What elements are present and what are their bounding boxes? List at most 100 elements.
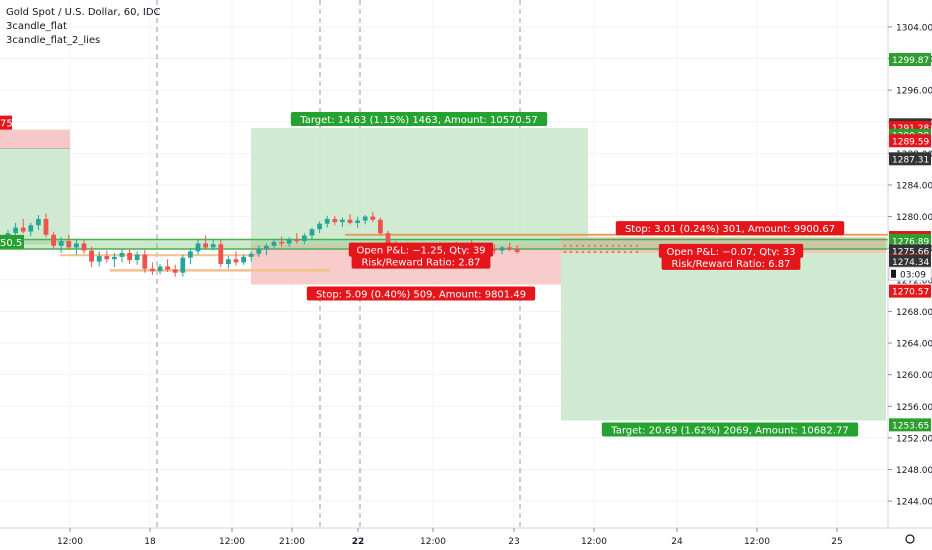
prev-stop-zone — [0, 129, 70, 149]
dot-marker — [605, 244, 609, 248]
candle-body — [279, 241, 284, 244]
dot-marker — [587, 250, 591, 254]
y-tick-label: 1248.00 — [896, 466, 932, 476]
candle-body — [362, 216, 368, 221]
dot-marker — [635, 250, 639, 254]
candle-body — [66, 241, 72, 248]
dot-marker — [575, 244, 579, 248]
x-tick-label: 22 — [352, 537, 365, 547]
dot-marker — [605, 250, 609, 254]
candle-body — [20, 227, 26, 232]
y-tick-label: 1252.00 — [896, 434, 932, 444]
long-pnl-label-bg — [348, 242, 494, 257]
price-marker-bg — [889, 152, 931, 166]
candle-body — [119, 252, 125, 257]
candle-body — [36, 218, 41, 226]
y-tick-label: 1284.00 — [896, 181, 932, 191]
candle-body — [150, 268, 155, 272]
candle-body — [134, 254, 140, 261]
symbol-title[interactable]: Gold Spot / U.S. Dollar, 60, IDC — [6, 7, 161, 18]
candle-body — [112, 256, 117, 260]
candle-body — [188, 251, 193, 258]
short-pnl-label: Open P&L: −0.07, Qty: 33 — [666, 247, 795, 258]
dot-marker — [617, 250, 621, 254]
dot-marker — [569, 244, 573, 248]
price-marker-bg — [889, 53, 931, 67]
long-stop-label: Stop: 5.09 (0.40%) 509, Amount: 9801.49 — [316, 290, 526, 301]
candle-body — [340, 219, 345, 223]
candle-body — [248, 253, 254, 257]
x-tick-label: 18 — [144, 537, 156, 547]
candle-body — [332, 218, 338, 223]
price-marker: 1289.59 — [892, 137, 929, 147]
candle-body — [96, 256, 102, 262]
candle-body — [233, 259, 239, 263]
candle-body — [355, 220, 360, 223]
short-stop-label: Stop: 3.01 (0.24%) 301, Amount: 9900.67 — [625, 224, 835, 235]
y-tick-label: 1244.00 — [896, 498, 932, 508]
chart-legend: Gold Spot / U.S. Dollar, 60, IDC 3candle… — [6, 6, 161, 48]
price-marker-bg — [889, 284, 931, 298]
countdown-bg — [888, 266, 932, 281]
price-marker: 1299.87 — [892, 56, 929, 66]
short-stop-label-bg — [615, 221, 845, 236]
indicator-label[interactable]: 3candle_flat — [6, 21, 67, 32]
candle-body — [286, 239, 292, 244]
y-tick-label: 1268.00 — [896, 308, 932, 318]
dot-marker — [599, 250, 603, 254]
x-tick-label: 24 — [671, 537, 683, 547]
prev-stop-tag: 75 — [0, 119, 13, 130]
dot-marker — [569, 250, 573, 254]
x-tick-label: 12:00 — [581, 537, 607, 547]
y-tick-label: 1296.00 — [896, 87, 932, 97]
x-tick-label: 12:00 — [744, 537, 770, 547]
dot-marker — [617, 244, 621, 248]
dot-marker — [575, 250, 579, 254]
candle-body — [271, 241, 277, 246]
candle-body — [294, 239, 300, 242]
candle-body — [514, 248, 520, 253]
dot-marker — [599, 244, 603, 248]
candle-body — [180, 257, 186, 273]
y-tick-label: 1304.00 — [896, 23, 932, 33]
short-rr-label-bg — [661, 255, 801, 270]
time-axis[interactable] — [0, 528, 932, 550]
candle-body — [142, 254, 148, 269]
y-tick-label: 1256.00 — [896, 403, 932, 413]
candle-body — [13, 227, 18, 234]
x-tick-label: 25 — [831, 537, 842, 547]
dot-marker — [593, 250, 597, 254]
countdown-icon — [891, 269, 896, 278]
indicator-label[interactable]: 3candle_flat_2_lies — [6, 35, 101, 46]
short-target-label-bg — [601, 422, 859, 437]
candle-body — [74, 243, 79, 248]
candle-body — [89, 250, 94, 262]
bar-countdown: 03:09 — [900, 270, 926, 280]
x-tick-label: 21:00 — [279, 537, 305, 547]
dot-marker — [629, 250, 633, 254]
candle-body — [492, 248, 497, 251]
prev-stop-tag-bg — [0, 115, 12, 130]
dot-marker — [563, 244, 567, 248]
prev-target-tag-bg — [0, 234, 24, 249]
candle-body — [385, 233, 391, 246]
candle-body — [195, 243, 201, 252]
long-rr-label: Risk/Reward Ratio: 2.87 — [361, 258, 480, 269]
price-marker-bg — [889, 244, 931, 258]
long-pnl-label: Open P&L: −1.25, Qty: 39 — [356, 246, 485, 257]
candle-body — [302, 235, 307, 242]
dot-marker — [623, 244, 627, 248]
candle-body — [378, 219, 383, 234]
price-marker: 1270.57 — [892, 288, 929, 298]
candle-body — [58, 241, 64, 246]
gear-icon[interactable] — [905, 534, 915, 544]
long-rr-label-bg — [351, 254, 491, 269]
y-tick-label: 1272.00 — [896, 276, 932, 286]
x-tick-label: 12:00 — [219, 537, 245, 547]
dot-marker — [635, 244, 639, 248]
price-marker: 1274.34 — [892, 258, 929, 268]
candle-body — [324, 218, 330, 224]
candle-body — [309, 229, 315, 236]
dot-marker — [593, 244, 597, 248]
